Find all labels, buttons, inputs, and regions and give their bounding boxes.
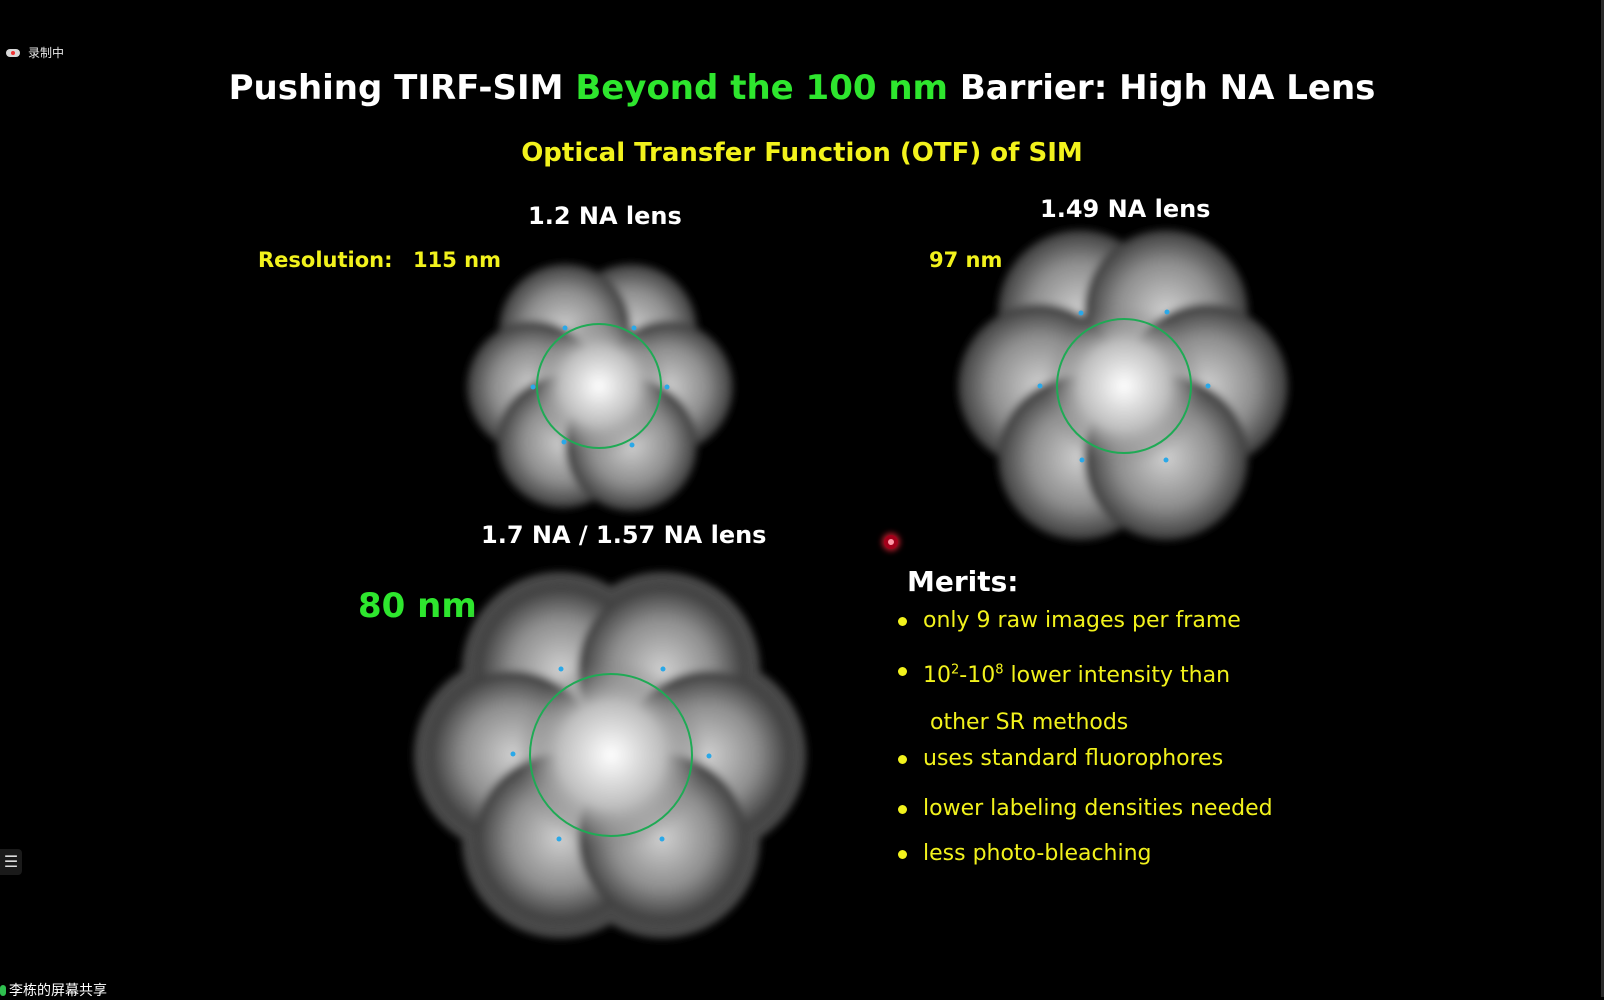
resolution-value-97: 97 nm [929,248,1003,272]
merit-text: 102-108 lower intensity than [923,663,1231,689]
merit-text: uses standard fluorophores [923,746,1224,772]
list-item: 102-108 lower intensity than [898,656,1418,691]
menu-button[interactable]: ☰ [0,849,22,875]
list-item-continuation: other SR methods [898,708,1418,738]
title-highlight: Beyond the 100 nm [575,68,948,108]
resolution-value-115: 115 nm [413,248,501,272]
screen-share-label: 李栋的屏幕共享 [9,983,107,999]
otf-1-49na [958,230,1288,540]
resolution-value-80: 80 nm [358,586,477,626]
title-suffix: Barrier: High NA Lens [947,68,1376,108]
mic-icon [0,984,6,996]
cloud-record-icon [6,48,20,58]
lens-label-1-49na: 1.49 NA lens [1040,195,1211,223]
title-prefix: Pushing TIRF-SIM [228,68,576,108]
merit-text: less photo-bleaching [923,841,1152,867]
slide-title: Pushing TIRF-SIM Beyond the 100 nm Barri… [0,68,1604,108]
bullet-icon [898,805,907,815]
otf-1-2na [467,264,733,511]
bullet-icon [898,850,907,860]
lens-label-1-7na: 1.7 NA / 1.57 NA lens [481,521,767,549]
list-item: only 9 raw images per frame [898,606,1418,636]
list-item: less photo-bleaching [898,839,1418,869]
bullet-icon [898,667,907,676]
window-edge [1601,0,1604,997]
screen-share-indicator[interactable]: 李栋的屏幕共享 [0,980,107,1000]
bullet-icon [898,617,907,626]
laser-pointer-icon [884,535,898,549]
merit-text: only 9 raw images per frame [923,608,1241,633]
slide-subtitle: Optical Transfer Function (OTF) of SIM [521,138,1083,168]
recording-indicator[interactable]: 录制中 [6,44,64,61]
lens-label-1-2na: 1.2 NA lens [528,202,682,230]
merits-list: only 9 raw images per frame 102-108 lowe… [898,606,1418,869]
menu-icon: ☰ [3,852,19,871]
bullet-icon [898,755,907,765]
resolution-label: Resolution: [258,248,393,272]
recording-label: 录制中 [28,46,65,60]
merit-text: lower labeling densities needed [923,796,1273,822]
list-item: uses standard fluorophores [898,744,1418,774]
list-item: lower labeling densities needed [898,794,1418,824]
merit-text: other SR methods [930,710,1129,736]
otf-1-7na [414,572,806,938]
merits-title: Merits: [907,565,1019,598]
